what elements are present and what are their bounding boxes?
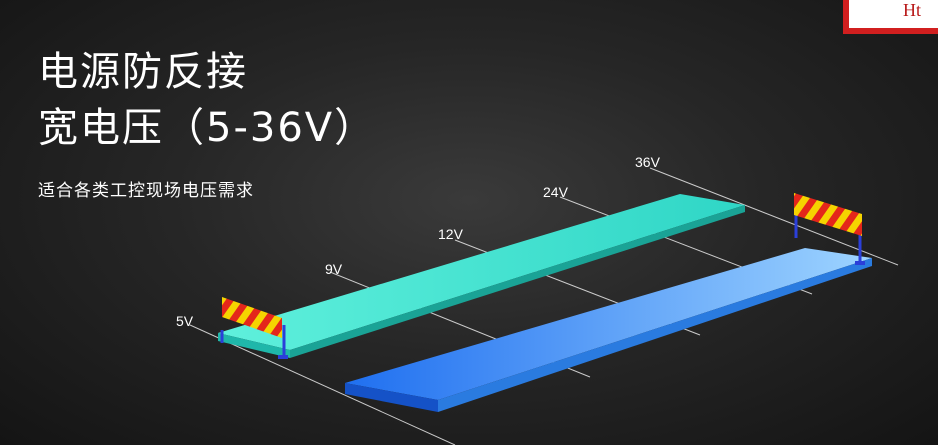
label-12v: 12V (438, 226, 463, 242)
guide-lines (189, 167, 899, 445)
bottom-strip (345, 248, 872, 412)
right-barrier (794, 193, 865, 265)
top-strip (218, 194, 745, 358)
guide-line-5v (189, 324, 456, 445)
left-barrier (220, 297, 288, 359)
title-line-2: 宽电压（5-36V） (38, 105, 377, 151)
subtitle: 适合各类工控现场电压需求 (38, 181, 254, 201)
corner-badge: Ht (843, 0, 938, 34)
label-5v: 5V (176, 313, 194, 329)
guide-line-36v (649, 167, 899, 266)
label-24v: 24V (543, 184, 568, 200)
title-line-1: 电源防反接 (38, 49, 248, 95)
label-9v: 9V (325, 261, 343, 277)
corner-badge-text: Ht (903, 0, 921, 20)
label-36v: 36V (635, 154, 660, 170)
